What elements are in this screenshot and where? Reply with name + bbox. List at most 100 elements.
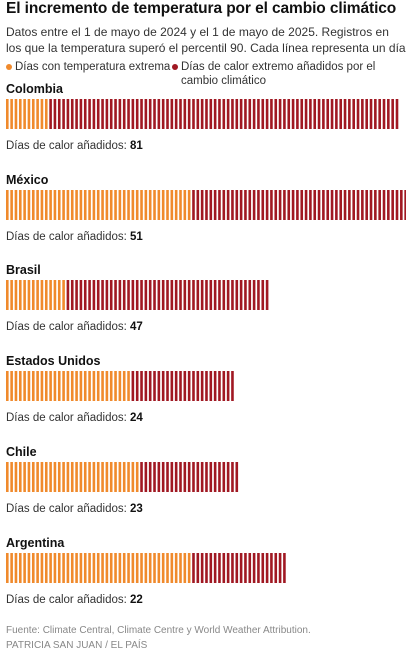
extreme-day-line	[66, 462, 70, 492]
added-day-line	[166, 280, 169, 310]
added-day-line	[304, 190, 308, 220]
extreme-day-line	[118, 371, 122, 401]
added-day-line	[174, 371, 178, 401]
extreme-day-line	[57, 371, 61, 401]
added-day-line	[70, 99, 74, 129]
extreme-day-line	[109, 553, 113, 583]
added-day-line	[183, 462, 187, 492]
added-day-line	[261, 99, 265, 129]
added-day-line	[187, 462, 191, 492]
extreme-day-line	[27, 280, 31, 310]
added-day-line	[192, 553, 195, 583]
added-day-line	[361, 99, 364, 129]
added-day-line	[309, 190, 312, 220]
country-name: Argentina	[6, 536, 65, 550]
extreme-day-line	[44, 280, 48, 310]
extreme-day-line	[166, 190, 169, 220]
added-day-line	[196, 190, 200, 220]
added-day-line	[257, 553, 260, 583]
added-day-line	[140, 99, 143, 129]
added-day-line	[274, 99, 278, 129]
extreme-day-line	[14, 462, 18, 492]
added-day-line	[148, 371, 152, 401]
extreme-day-line	[49, 190, 52, 220]
added-day-line	[70, 280, 74, 310]
added-day-line	[374, 190, 377, 220]
extreme-day-line	[109, 371, 113, 401]
added-day-line	[200, 99, 204, 129]
extreme-day-line	[92, 553, 96, 583]
added-day-line	[101, 280, 104, 310]
added-day-line	[192, 99, 195, 129]
extreme-day-line	[127, 190, 130, 220]
added-day-line	[140, 280, 143, 310]
extreme-day-line	[31, 280, 35, 310]
extreme-day-line	[62, 190, 65, 220]
extreme-day-line	[14, 190, 18, 220]
added-day-line	[200, 462, 204, 492]
added-day-line	[248, 190, 252, 220]
added-day-line	[127, 280, 130, 310]
added-day-line	[335, 190, 338, 220]
extreme-day-line	[109, 462, 113, 492]
added-day-line	[222, 462, 226, 492]
added-day-line	[105, 280, 109, 310]
added-day-line	[209, 99, 213, 129]
extreme-day-line	[40, 553, 44, 583]
added-day-line	[218, 462, 221, 492]
added-day-line	[166, 371, 169, 401]
added-day-line	[257, 99, 260, 129]
added-day-line	[144, 462, 148, 492]
added-day-line	[235, 99, 239, 129]
extreme-day-line	[36, 462, 39, 492]
added-day-line	[79, 280, 83, 310]
added-day-line	[205, 371, 208, 401]
extreme-day-line	[135, 190, 139, 220]
extreme-day-line	[6, 190, 9, 220]
added-day-line	[92, 99, 96, 129]
extreme-day-line	[118, 190, 122, 220]
extreme-day-line	[118, 553, 122, 583]
extreme-day-line	[36, 190, 39, 220]
extreme-day-line	[75, 553, 78, 583]
added-days-value: 81	[130, 140, 143, 152]
extreme-day-line	[75, 190, 78, 220]
added-day-line	[226, 462, 230, 492]
added-day-line	[235, 280, 239, 310]
added-day-line	[157, 462, 161, 492]
extreme-day-line	[10, 280, 13, 310]
extreme-day-line	[49, 553, 52, 583]
extreme-day-line	[79, 462, 83, 492]
added-day-line	[213, 99, 217, 129]
extreme-day-line	[131, 190, 135, 220]
day-bar-chile	[6, 462, 239, 492]
added-days-label: Días de calor añadidos:	[6, 321, 127, 333]
added-day-line	[343, 99, 347, 129]
added-day-line	[174, 280, 178, 310]
extreme-day-line	[6, 462, 9, 492]
added-day-line	[335, 99, 338, 129]
extreme-day-line	[148, 553, 152, 583]
extreme-day-line	[187, 190, 191, 220]
extreme-day-line	[109, 190, 113, 220]
added-days-label: Días de calor añadidos:	[6, 594, 127, 606]
added-day-line	[313, 99, 317, 129]
extreme-day-line	[122, 553, 126, 583]
added-day-line	[187, 371, 191, 401]
added-days-label: Días de calor añadidos:	[6, 412, 127, 424]
extreme-day-line	[18, 280, 22, 310]
extreme-day-line	[157, 190, 161, 220]
added-day-line	[278, 190, 282, 220]
added-day-line	[179, 462, 182, 492]
added-days-label: Días de calor añadidos:	[6, 140, 127, 152]
added-day-line	[140, 371, 143, 401]
added-day-line	[174, 462, 178, 492]
extreme-day-line	[79, 553, 83, 583]
country-name: Brasil	[6, 263, 41, 277]
added-day-line	[343, 190, 347, 220]
added-day-line	[218, 280, 221, 310]
extreme-day-line	[62, 371, 65, 401]
extreme-day-line	[53, 280, 57, 310]
extreme-day-line	[57, 190, 61, 220]
added-day-line	[239, 553, 243, 583]
